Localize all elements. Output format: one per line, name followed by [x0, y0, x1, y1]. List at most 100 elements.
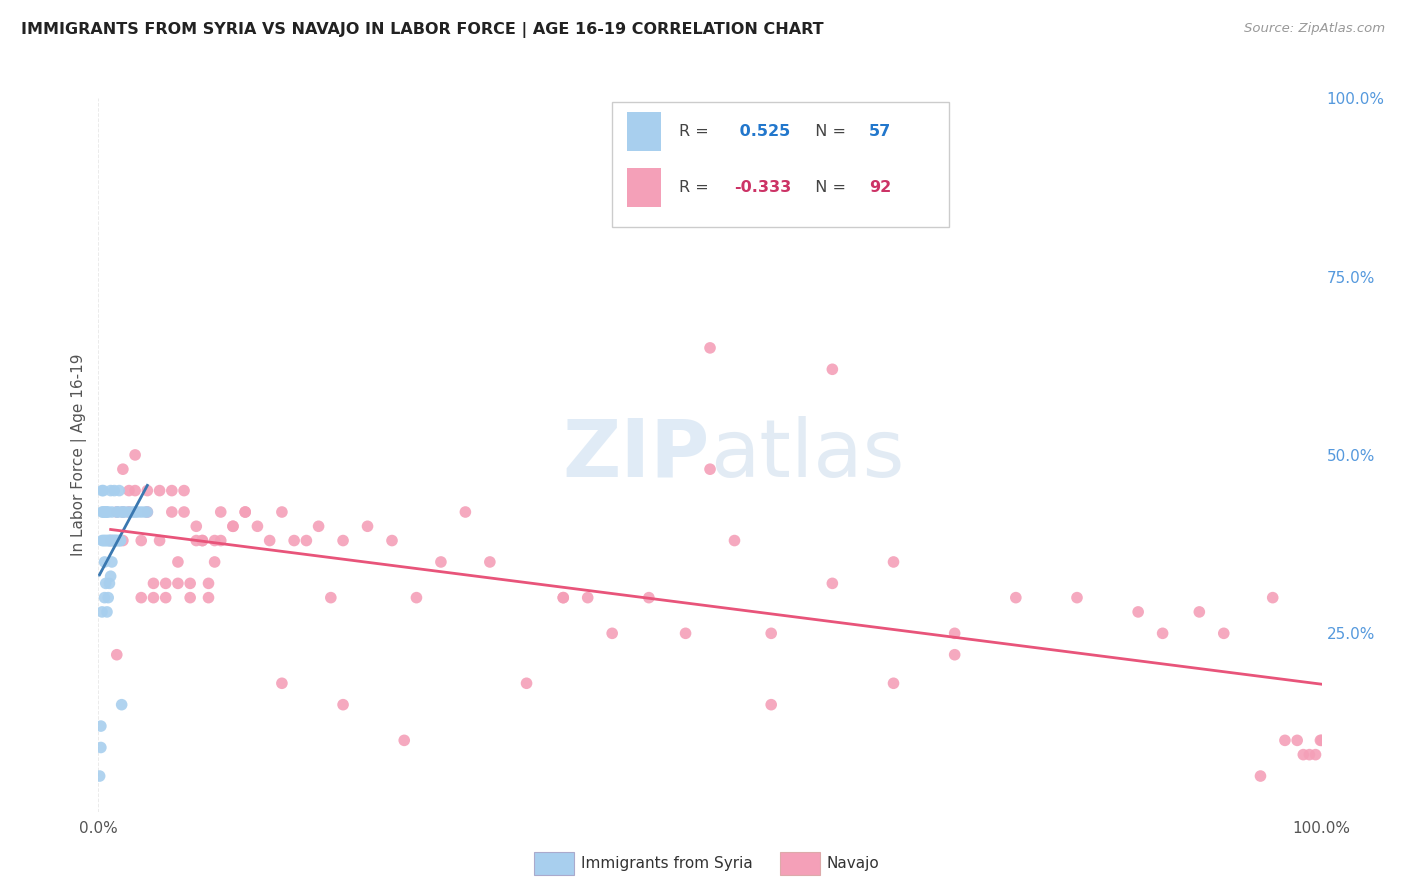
Point: [108, 533, 131, 548]
Point: [91, 533, 114, 548]
Point: [332, 533, 354, 548]
Point: [91, 483, 114, 498]
Point: [204, 555, 226, 569]
Point: [381, 533, 404, 548]
Point: [160, 505, 183, 519]
Point: [197, 576, 219, 591]
Point: [118, 505, 141, 519]
Point: [553, 591, 575, 605]
Point: [209, 505, 232, 519]
Point: [91, 505, 114, 519]
Point: [209, 533, 232, 548]
Point: [155, 591, 177, 605]
Point: [883, 555, 905, 569]
Point: [103, 533, 125, 548]
Point: [222, 519, 245, 533]
Point: [553, 591, 575, 605]
Point: [103, 483, 125, 498]
Point: [1292, 747, 1315, 762]
Point: [108, 483, 131, 498]
Point: [100, 483, 122, 498]
Point: [821, 362, 844, 376]
Point: [454, 505, 477, 519]
Text: 57: 57: [869, 124, 891, 139]
Text: ZIP: ZIP: [562, 416, 710, 494]
Point: [943, 626, 966, 640]
Point: [98, 533, 121, 548]
Point: [1310, 733, 1333, 747]
Point: [179, 591, 201, 605]
Text: atlas: atlas: [710, 416, 904, 494]
Text: 92: 92: [869, 180, 891, 194]
Point: [101, 533, 124, 548]
Point: [97, 533, 120, 548]
Point: [104, 533, 127, 548]
Point: [319, 591, 342, 605]
Point: [111, 698, 134, 712]
Point: [94, 505, 117, 519]
Point: [129, 533, 152, 548]
Point: [186, 533, 208, 548]
Text: R =: R =: [679, 124, 714, 139]
Point: [1004, 591, 1026, 605]
Text: R =: R =: [679, 180, 714, 194]
Point: [761, 698, 783, 712]
Point: [110, 533, 132, 548]
Point: [111, 505, 134, 519]
Point: [283, 533, 305, 548]
Point: [515, 676, 537, 690]
Point: [105, 533, 128, 548]
Point: [101, 505, 124, 519]
Point: [883, 676, 905, 690]
Point: [96, 505, 118, 519]
Point: [233, 505, 256, 519]
Point: [191, 533, 214, 548]
Point: [91, 533, 114, 548]
Point: [124, 448, 146, 462]
Point: [111, 462, 134, 476]
Point: [111, 505, 134, 519]
Point: [576, 591, 599, 605]
Point: [246, 519, 269, 533]
Point: [104, 533, 127, 548]
Point: [111, 505, 134, 519]
Point: [259, 533, 281, 548]
Point: [204, 533, 226, 548]
Point: [124, 483, 146, 498]
Point: [1152, 626, 1174, 640]
Point: [127, 505, 149, 519]
Point: [1274, 733, 1296, 747]
Text: N =: N =: [806, 180, 852, 194]
Point: [638, 591, 661, 605]
Point: [96, 533, 118, 548]
Text: -0.333: -0.333: [734, 180, 792, 194]
Point: [97, 591, 120, 605]
Point: [723, 533, 745, 548]
Point: [93, 505, 115, 519]
Point: [101, 533, 124, 548]
Point: [91, 483, 114, 498]
Point: [1261, 591, 1284, 605]
Point: [101, 555, 124, 569]
Point: [1305, 747, 1327, 762]
Point: [222, 519, 245, 533]
Point: [105, 648, 128, 662]
Point: [142, 576, 165, 591]
Point: [98, 533, 121, 548]
Point: [90, 719, 112, 733]
Point: [332, 698, 354, 712]
Point: [90, 740, 112, 755]
Point: [270, 676, 294, 690]
Point: [761, 626, 783, 640]
Point: [191, 533, 214, 548]
Point: [179, 576, 201, 591]
Point: [173, 505, 195, 519]
Text: Source: ZipAtlas.com: Source: ZipAtlas.com: [1244, 22, 1385, 36]
Point: [167, 576, 190, 591]
Point: [98, 576, 121, 591]
Point: [1128, 605, 1150, 619]
Point: [356, 519, 378, 533]
Point: [124, 505, 146, 519]
Point: [97, 505, 120, 519]
Point: [392, 733, 416, 747]
